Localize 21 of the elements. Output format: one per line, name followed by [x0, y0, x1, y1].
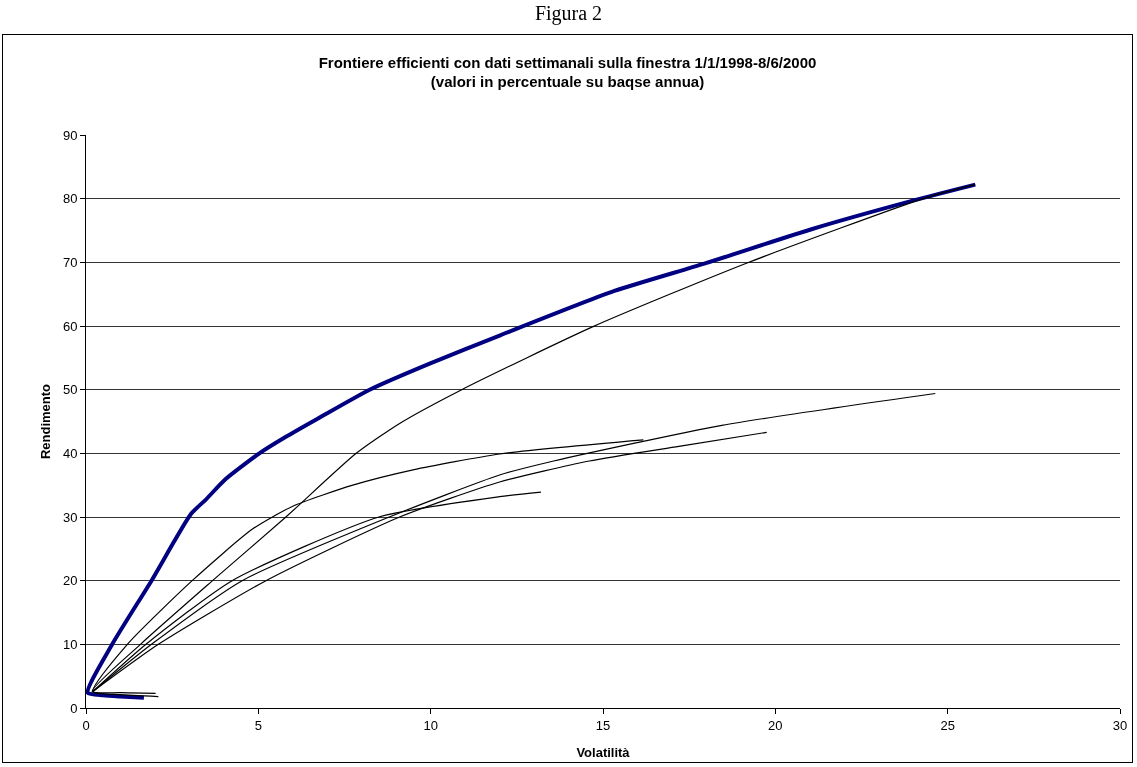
text: Figura 2	[533, 1, 604, 26]
y-tick-label: 50	[62, 382, 78, 398]
x-tick-label: 15	[595, 717, 611, 733]
x-tick-label: 0	[82, 717, 90, 733]
x-tick-label: 5	[254, 717, 262, 733]
y-axis-title: Rendimento	[38, 383, 53, 460]
y-tick-label: 20	[62, 573, 78, 589]
x-tick-label: 10	[423, 717, 438, 733]
y-tick-label: 40	[62, 445, 78, 461]
x-axis-title: Volatilità	[576, 745, 631, 760]
y-tick-label: 80	[62, 191, 78, 207]
x-tick-label: 25	[940, 717, 955, 733]
y-tick-label: 10	[62, 636, 78, 652]
y-tick-label: 0	[70, 700, 78, 716]
y-tick-label: 60	[62, 318, 78, 334]
y-tick-label: 90	[62, 127, 78, 143]
chart-title: Frontiere efficienti con dati settimanali sulla finestra 1/1/1998-8/6/2000 (valori in percentuale su baqse annua)	[318, 53, 817, 91]
x-tick-label: 20	[768, 717, 783, 733]
y-tick-label: 70	[62, 254, 78, 270]
x-tick-label: 30	[1112, 717, 1128, 733]
y-tick-label: 30	[62, 509, 78, 525]
